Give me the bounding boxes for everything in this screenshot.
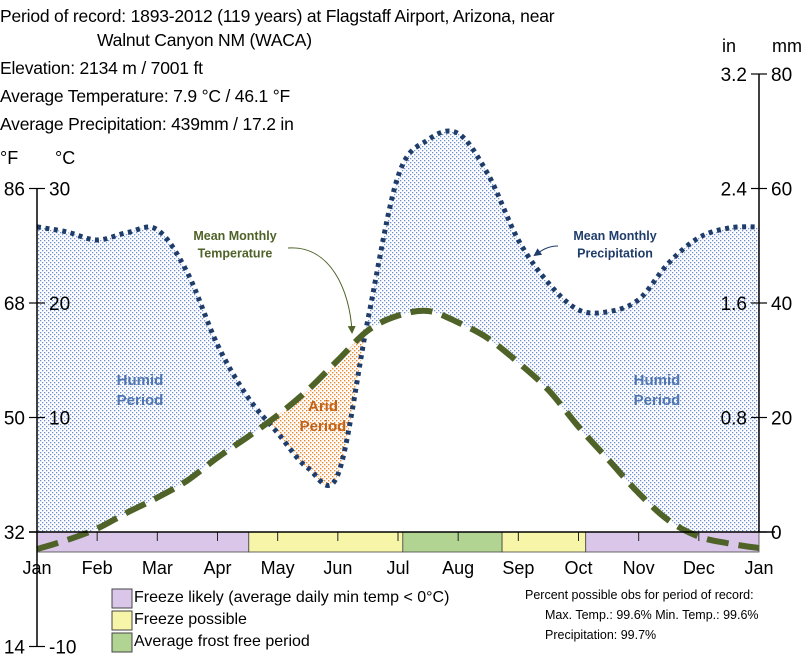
- legend-freeze-possible: Freeze possible: [134, 611, 247, 628]
- mm-tick-label: 20: [771, 409, 792, 430]
- mm-tick-label: 40: [771, 294, 792, 315]
- precipitation-annotation: Precipitation: [577, 247, 653, 261]
- fahrenheit-unit-label: °F: [0, 148, 18, 168]
- month-label: Jan: [744, 558, 773, 578]
- precipitation-annotation: Mean Monthly: [573, 229, 656, 243]
- header-elevation: Elevation: 2134 m / 7001 ft: [0, 58, 203, 78]
- temperature-arrow: [287, 247, 356, 334]
- temperature-annotation: Temperature: [198, 247, 273, 261]
- obs-note-precip: Precipitation: 99.7%: [545, 628, 657, 642]
- fahrenheit-tick-label: 32: [4, 523, 25, 544]
- legend-freeze-likely: Freeze likely (average daily min temp < …: [134, 589, 450, 606]
- header-avg-temp: Average Temperature: 7.9 °C / 46.1 °F: [0, 86, 290, 106]
- header-avg-precip: Average Precipitation: 439mm / 17.2 in: [0, 114, 294, 134]
- month-label: Jun: [323, 558, 352, 578]
- obs-note-temp: Max. Temp.: 99.6% Min. Temp.: 99.6%: [545, 608, 759, 622]
- fahrenheit-tick-label: 86: [4, 180, 25, 201]
- freeze-bar-frost_free: [402, 531, 503, 553]
- freeze-bar-possible: [501, 531, 587, 553]
- month-label: Dec: [683, 558, 715, 578]
- inch-unit-label: in: [722, 36, 736, 56]
- month-label: May: [261, 558, 295, 578]
- inch-tick-label: 0.8: [721, 409, 747, 430]
- legend-swatch-likely: [111, 588, 133, 609]
- temperature-annotation: Mean Monthly: [193, 229, 276, 243]
- arid-period-label: Arid: [308, 398, 338, 415]
- humid-period-label: Humid: [117, 372, 164, 389]
- month-label: Mar: [142, 558, 173, 578]
- inch-tick-label: 3.2: [721, 65, 747, 86]
- month-label: Oct: [564, 558, 592, 578]
- mm-tick-label: 80: [771, 65, 792, 86]
- month-label: Sep: [502, 558, 534, 578]
- mm-tick-label: 60: [771, 180, 792, 201]
- humid-period-label: Period: [117, 392, 164, 409]
- celsius-tick-label: 10: [49, 409, 70, 430]
- humid-period-label: Period: [634, 392, 681, 409]
- header-period: Period of record: 1893-2012 (119 years) …: [0, 6, 555, 26]
- humid-period-label: Humid: [634, 372, 681, 389]
- arid-period-label: Period: [300, 418, 347, 435]
- celsius-tick-label: 30: [49, 180, 70, 201]
- month-label: Feb: [82, 558, 113, 578]
- obs-note-title: Percent possible obs for period of recor…: [525, 588, 754, 602]
- fahrenheit-tick-label: 14: [4, 638, 26, 656]
- fahrenheit-tick-label: 68: [4, 294, 25, 315]
- month-label: Aug: [442, 558, 474, 578]
- legend-frost-free: Average frost free period: [134, 633, 310, 650]
- precipitation-arrow: [533, 245, 559, 257]
- legend-swatch-possible: [111, 610, 133, 631]
- header-station: Walnut Canyon NM (WACA): [97, 30, 312, 50]
- month-label: Jul: [386, 558, 409, 578]
- celsius-tick-label: -10: [49, 638, 76, 656]
- mm-unit-label: mm: [772, 36, 802, 56]
- month-label: Jan: [22, 558, 51, 578]
- mm-tick-label: 0: [771, 523, 782, 544]
- celsius-unit-label: °C: [55, 148, 75, 168]
- inch-tick-label: 1.6: [721, 294, 747, 315]
- humid-period-fill: [37, 130, 759, 532]
- freeze-bar-possible: [248, 531, 404, 553]
- precipitation-line: [36, 128, 760, 488]
- fahrenheit-tick-label: 50: [4, 409, 25, 430]
- month-label: Apr: [203, 558, 231, 578]
- inch-tick-label: 2.4: [721, 180, 748, 201]
- legend-swatch-frost_free: [111, 632, 133, 653]
- freeze-bar-likely: [585, 531, 760, 553]
- month-label: Nov: [623, 558, 655, 578]
- celsius-tick-label: 20: [49, 294, 70, 315]
- temperature-line: [36, 307, 760, 553]
